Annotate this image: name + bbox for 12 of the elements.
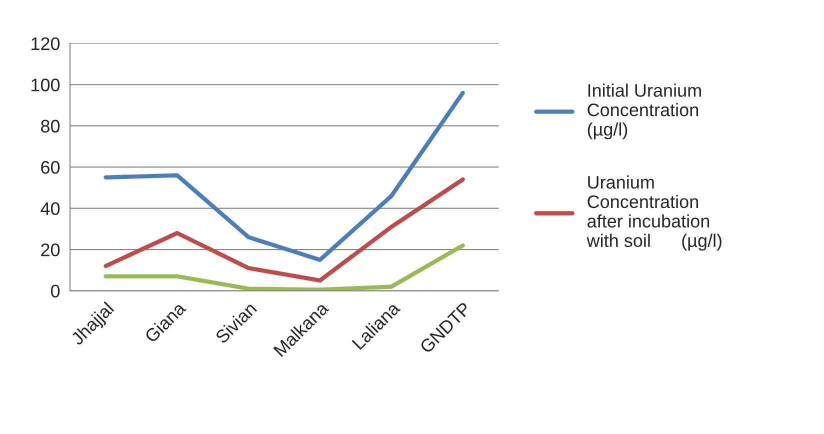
y-tick-label: 120 bbox=[32, 37, 60, 50]
legend-label: Initial Uranium Concentration (µg/l) bbox=[588, 84, 701, 140]
y-tick-label: 40 bbox=[40, 202, 60, 216]
y-tick-label: 60 bbox=[41, 161, 60, 174]
y-tick-label: 0 bbox=[50, 284, 60, 298]
y-tick-label: 100 bbox=[32, 78, 60, 92]
legend-label: Uranium Concentration after incubation with soil (µg/l) bbox=[586, 175, 722, 251]
line-series bbox=[104, 90, 465, 262]
line-series bbox=[104, 177, 465, 283]
line-series bbox=[104, 243, 465, 291]
y-tick-label: 20 bbox=[41, 243, 60, 256]
y-tick-label: 80 bbox=[41, 120, 60, 133]
